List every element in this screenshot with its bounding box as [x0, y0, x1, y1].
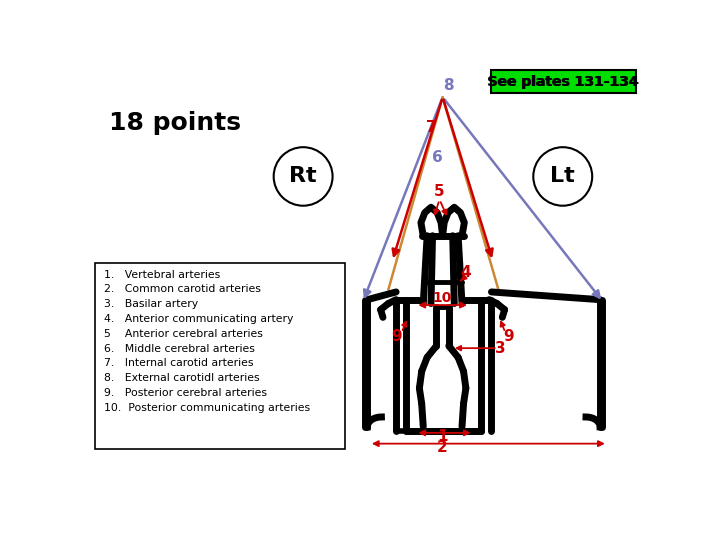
Text: 1: 1: [437, 429, 448, 444]
Text: See plates 131-134: See plates 131-134: [488, 75, 639, 89]
Text: 7: 7: [426, 120, 437, 136]
Text: See plates 131-134: See plates 131-134: [487, 75, 639, 89]
Text: 3: 3: [495, 341, 506, 356]
FancyBboxPatch shape: [490, 70, 636, 93]
Text: 4: 4: [461, 265, 471, 280]
Text: 9: 9: [392, 329, 402, 344]
Text: 9: 9: [503, 329, 514, 344]
Text: 8: 8: [444, 78, 454, 93]
Text: 5: 5: [433, 184, 444, 199]
Text: 18 points: 18 points: [109, 111, 241, 134]
Text: Rt: Rt: [289, 166, 317, 186]
Text: 2: 2: [437, 440, 448, 455]
Text: 10: 10: [433, 291, 452, 305]
Text: 6: 6: [432, 150, 443, 165]
FancyBboxPatch shape: [96, 262, 345, 449]
Text: 1.   Vertebral arteries
2.   Common carotid arteries
3.   Basilar artery
4.   An: 1. Vertebral arteries 2. Common carotid …: [104, 269, 310, 413]
Text: Lt: Lt: [550, 166, 575, 186]
